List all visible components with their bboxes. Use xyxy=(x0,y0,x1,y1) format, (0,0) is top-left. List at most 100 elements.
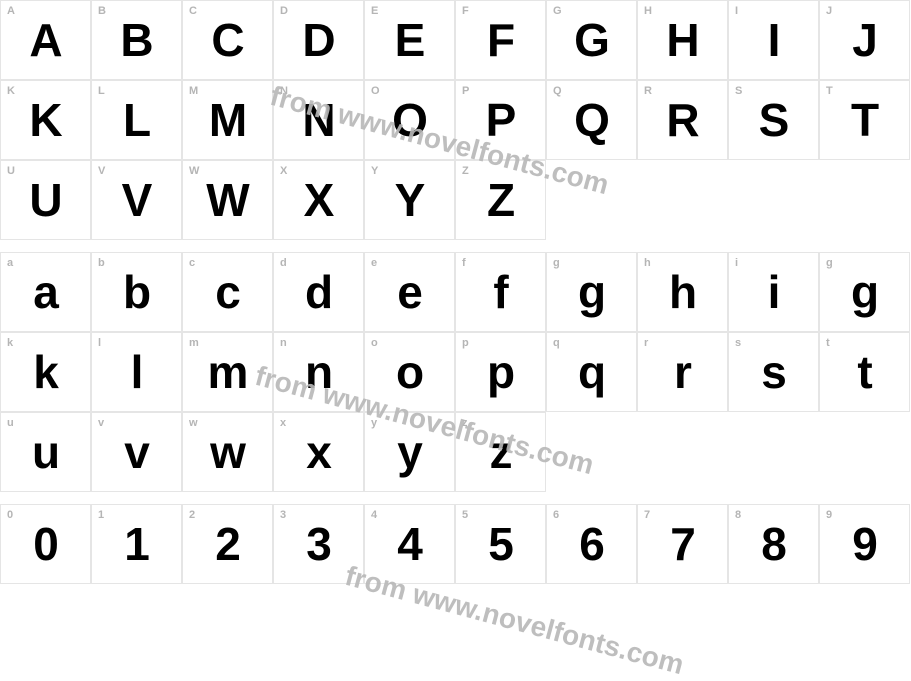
glyph-cell: VV xyxy=(91,160,182,240)
cell-key-label: 9 xyxy=(826,509,832,521)
cell-glyph: J xyxy=(852,17,877,63)
cell-glyph: p xyxy=(487,349,514,395)
glyph-cell xyxy=(546,412,637,492)
cell-key-label: S xyxy=(735,85,742,97)
glyph-cell: UU xyxy=(0,160,91,240)
cell-key-label: O xyxy=(371,85,380,97)
cell-key-label: v xyxy=(98,417,104,429)
glyph-cell xyxy=(637,160,728,240)
cell-glyph: L xyxy=(123,97,150,143)
glyph-cell: bb xyxy=(91,252,182,332)
cell-key-label: I xyxy=(735,5,738,17)
glyph-cell: 55 xyxy=(455,504,546,584)
cell-key-label: m xyxy=(189,337,199,349)
cell-glyph: r xyxy=(674,349,691,395)
cell-key-label: M xyxy=(189,85,198,97)
cell-key-label: D xyxy=(280,5,288,17)
cell-glyph: g xyxy=(578,269,605,315)
glyph-section: 00112233445566778899 xyxy=(0,504,911,584)
glyph-cell: RR xyxy=(637,80,728,160)
cell-glyph: z xyxy=(490,429,512,475)
glyph-cell: 33 xyxy=(273,504,364,584)
glyph-cell: FF xyxy=(455,0,546,80)
cell-glyph: l xyxy=(131,349,143,395)
glyph-cell: zz xyxy=(455,412,546,492)
glyph-cell: dd xyxy=(273,252,364,332)
glyph-cell: ZZ xyxy=(455,160,546,240)
glyph-cell: BB xyxy=(91,0,182,80)
glyph-row: KKLLMMNNOOPPQQRRSSTT xyxy=(0,80,911,160)
cell-glyph: u xyxy=(32,429,59,475)
glyph-cell xyxy=(819,412,910,492)
cell-glyph: k xyxy=(33,349,58,395)
cell-key-label: o xyxy=(371,337,378,349)
glyph-cell: 77 xyxy=(637,504,728,584)
cell-glyph: w xyxy=(210,429,245,475)
glyph-cell: rr xyxy=(637,332,728,412)
cell-key-label: A xyxy=(7,5,15,17)
cell-glyph: y xyxy=(397,429,422,475)
glyph-cell: qq xyxy=(546,332,637,412)
glyph-cell: xx xyxy=(273,412,364,492)
cell-glyph: 4 xyxy=(397,521,422,567)
cell-glyph: O xyxy=(392,97,427,143)
cell-key-label: 1 xyxy=(98,509,104,521)
glyph-cell: 66 xyxy=(546,504,637,584)
glyph-cell: ff xyxy=(455,252,546,332)
cell-glyph: 3 xyxy=(306,521,331,567)
glyph-cell: LL xyxy=(91,80,182,160)
glyph-cell xyxy=(819,160,910,240)
cell-key-label: B xyxy=(98,5,106,17)
cell-glyph: E xyxy=(395,17,425,63)
cell-glyph: H xyxy=(666,17,698,63)
font-chart: AABBCCDDEEFFGGHHIIJJKKLLMMNNOOPPQQRRSSTT… xyxy=(0,0,911,596)
cell-glyph: d xyxy=(305,269,332,315)
cell-key-label: P xyxy=(462,85,469,97)
glyph-cell: HH xyxy=(637,0,728,80)
cell-key-label: r xyxy=(644,337,648,349)
cell-glyph: i xyxy=(768,269,780,315)
cell-key-label: d xyxy=(280,257,287,269)
cell-glyph: s xyxy=(761,349,786,395)
glyph-cell: NN xyxy=(273,80,364,160)
cell-key-label: W xyxy=(189,165,199,177)
cell-key-label: l xyxy=(98,337,101,349)
glyph-row: AABBCCDDEEFFGGHHIIJJ xyxy=(0,0,911,80)
glyph-cell xyxy=(546,160,637,240)
cell-key-label: 2 xyxy=(189,509,195,521)
glyph-cell: 00 xyxy=(0,504,91,584)
glyph-row: aabbccddeeffgghhiigg xyxy=(0,252,911,332)
glyph-grid: AABBCCDDEEFFGGHHIIJJKKLLMMNNOOPPQQRRSSTT… xyxy=(0,0,911,596)
glyph-row: UUVVWWXXYYZZ xyxy=(0,160,911,240)
glyph-cell: oo xyxy=(364,332,455,412)
cell-glyph: e xyxy=(397,269,422,315)
cell-key-label: 3 xyxy=(280,509,286,521)
cell-glyph: x xyxy=(306,429,331,475)
cell-glyph: 1 xyxy=(124,521,149,567)
glyph-cell xyxy=(728,160,819,240)
cell-key-label: 0 xyxy=(7,509,13,521)
cell-key-label: L xyxy=(98,85,105,97)
cell-glyph: t xyxy=(857,349,871,395)
glyph-cell: nn xyxy=(273,332,364,412)
glyph-cell: ll xyxy=(91,332,182,412)
cell-key-label: 7 xyxy=(644,509,650,521)
cell-glyph: A xyxy=(29,17,61,63)
glyph-cell: AA xyxy=(0,0,91,80)
cell-glyph: S xyxy=(759,97,789,143)
cell-key-label: 5 xyxy=(462,509,468,521)
cell-glyph: q xyxy=(578,349,605,395)
glyph-cell: DD xyxy=(273,0,364,80)
glyph-cell: gg xyxy=(546,252,637,332)
cell-glyph: 2 xyxy=(215,521,240,567)
cell-glyph: n xyxy=(305,349,332,395)
glyph-cell: YY xyxy=(364,160,455,240)
cell-glyph: 6 xyxy=(579,521,604,567)
cell-key-label: J xyxy=(826,5,832,17)
glyph-cell: II xyxy=(728,0,819,80)
cell-key-label: a xyxy=(7,257,13,269)
cell-glyph: G xyxy=(574,17,609,63)
cell-glyph: N xyxy=(302,97,334,143)
cell-key-label: y xyxy=(371,417,377,429)
cell-key-label: f xyxy=(462,257,466,269)
